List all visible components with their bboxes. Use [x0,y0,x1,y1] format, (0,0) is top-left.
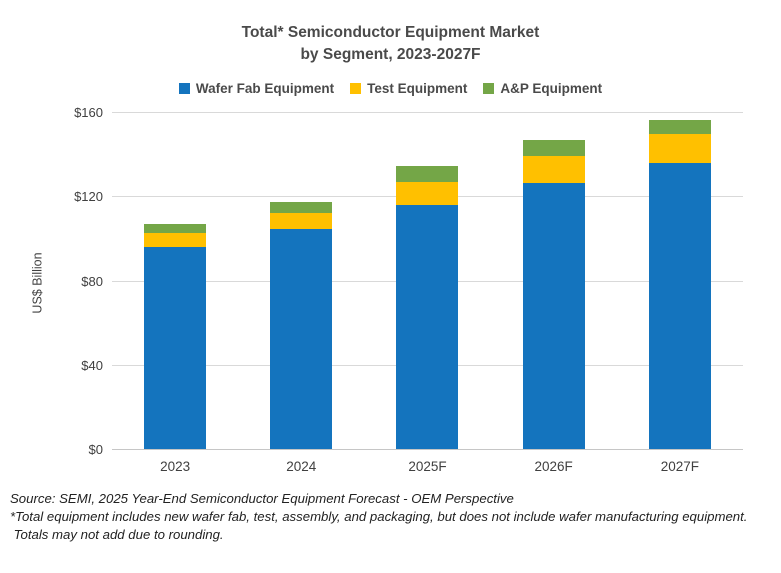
footer-source-text: Source: SEMI, 2025 Year-End Semiconducto… [10,491,514,506]
bar-segment-2025f-test-equipment [396,181,459,205]
legend-item-a-p-equipment: A&P Equipment [483,81,602,96]
y-tick-label-40: $40 [81,357,103,373]
y-tick-label-120: $120 [74,189,103,205]
plot-area [112,112,743,450]
legend-label: Test Equipment [367,81,468,96]
stacked-bar-2027f [648,120,711,449]
x-tick-label-2024: 2024 [286,459,317,474]
bar-segment-2023-wafer-fab-equipment [144,246,207,449]
bar-segment-2027f-a-p-equipment [648,120,711,135]
legend-swatch-a-p-equipment [483,83,495,94]
chart-title-line-1: Total* Semiconductor Equipment Market [241,24,540,41]
bar-segment-2024-a-p-equipment [270,201,333,214]
bar-group-2025f [364,112,490,449]
y-tick-label-80: $80 [81,273,103,289]
legend-item-wafer-fab-equipment: Wafer Fab Equipment [178,81,335,96]
stacked-bar-2025f [396,165,459,449]
y-tick-label-160: $160 [74,105,103,120]
bar-group-2024 [238,112,364,449]
legend-swatch-wafer-fab-equipment [178,83,190,94]
legend: Wafer Fab Equipment Test Equipment A&P Equ… [0,81,781,96]
bar-group-2023 [112,112,238,449]
legend-label: A&P Equipment [500,81,603,96]
bar-group-2027f [617,112,743,449]
x-axis-tick-labels: 2023 2024 2025F 2026F 2027F [112,459,743,474]
x-tick-label-2026f: 2026F [534,459,573,474]
bars-row [112,112,743,449]
bar-segment-2023-test-equipment [144,233,207,247]
x-tick-label-2023: 2023 [160,459,191,474]
x-tick-label-2025f: 2025F [408,459,447,474]
bar-segment-2024-test-equipment [270,213,333,229]
x-axis-line [112,449,743,450]
footer-definition-text: *Total equipment includes new wafer fab,… [10,508,748,524]
legend-item-test-equipment: Test Equipment [350,81,467,96]
bar-group-2026f [491,112,617,449]
bar-segment-2026f-a-p-equipment [522,140,585,157]
x-tick-label-2027f: 2027F [660,459,699,474]
footer-rounding-text: Totals may not add due to rounding. [10,526,224,542]
bar-segment-2027f-test-equipment [648,134,711,163]
bar-segment-2025f-wafer-fab-equipment [396,204,459,449]
bar-segment-2026f-wafer-fab-equipment [522,182,585,449]
bar-segment-2027f-wafer-fab-equipment [648,162,711,449]
bar-segment-2023-a-p-equipment [144,223,207,234]
stacked-bar-2023 [144,223,207,449]
footer-notes: Source: SEMI, 2025 Year-End Semiconducto… [10,490,778,543]
bar-segment-2024-wafer-fab-equipment [270,228,333,449]
legend-swatch-test-equipment [350,83,362,94]
legend-label: Wafer Fab Equipment [195,81,335,96]
stacked-bar-2024 [270,201,333,449]
chart-title: Total* Semiconductor Equipment Market by… [0,22,781,66]
chart-title-line-2: by Segment, 2023-2027F [300,46,481,63]
stacked-bar-2026f [522,140,585,449]
y-tick-label-0: $0 [88,442,103,457]
bar-segment-2025f-a-p-equipment [396,165,459,182]
gridline-160 [112,112,743,113]
bar-segment-2026f-test-equipment [522,156,585,183]
